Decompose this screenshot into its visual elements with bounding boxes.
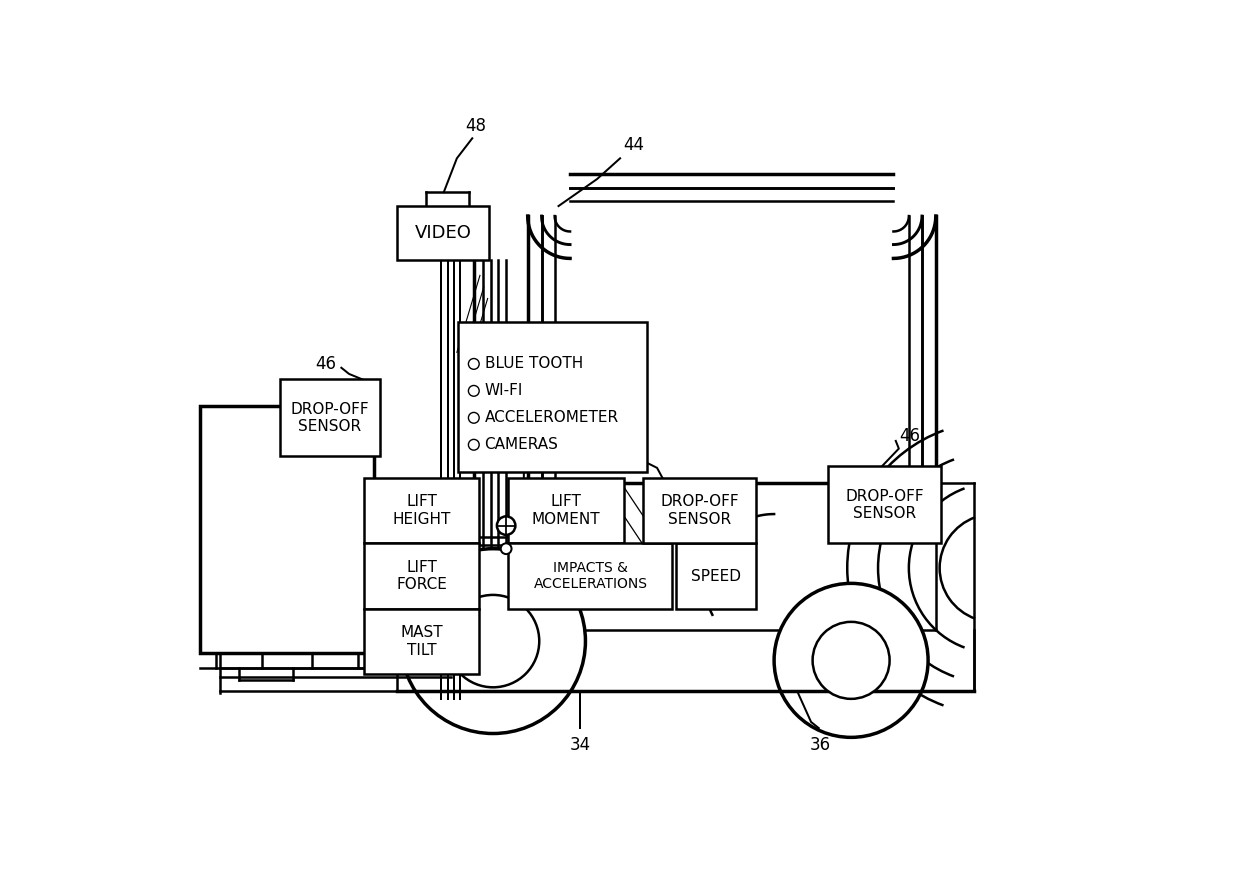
Text: LIFT
FORCE: LIFT FORCE: [396, 560, 446, 592]
Bar: [676, 543, 756, 608]
Text: 48: 48: [465, 117, 486, 135]
Text: 34: 34: [569, 736, 590, 754]
Text: 28: 28: [303, 552, 324, 570]
Text: VIDEO: VIDEO: [414, 224, 471, 242]
Text: LIFT
HEIGHT: LIFT HEIGHT: [392, 494, 450, 527]
Circle shape: [469, 440, 479, 450]
Bar: [201, 406, 373, 653]
Circle shape: [774, 584, 928, 737]
Text: BLUE TOOTH: BLUE TOOTH: [485, 357, 583, 372]
Text: 26: 26: [492, 441, 513, 458]
Text: DROP-OFF
SENSOR: DROP-OFF SENSOR: [661, 494, 739, 527]
Text: 46: 46: [605, 442, 626, 460]
Bar: [644, 478, 756, 543]
Circle shape: [469, 412, 479, 423]
Bar: [363, 543, 479, 608]
Text: TABLET: TABLET: [467, 338, 529, 357]
Text: 46: 46: [899, 426, 920, 444]
Text: 32: 32: [303, 617, 324, 636]
Text: IMPACTS &
ACCELERATIONS: IMPACTS & ACCELERATIONS: [533, 561, 647, 591]
Circle shape: [401, 548, 585, 734]
Bar: [280, 380, 379, 457]
Text: WI-FI: WI-FI: [485, 383, 523, 398]
Bar: [363, 608, 479, 675]
Text: DROP-OFF
SENSOR: DROP-OFF SENSOR: [290, 402, 370, 434]
Circle shape: [469, 386, 479, 396]
Text: 30: 30: [303, 487, 324, 504]
Circle shape: [469, 358, 479, 369]
Text: ACCELEROMETER: ACCELEROMETER: [485, 411, 619, 426]
Circle shape: [446, 595, 539, 687]
Bar: [828, 466, 941, 543]
Text: SPEED: SPEED: [691, 569, 742, 584]
Text: CAMERAS: CAMERAS: [485, 437, 558, 452]
Bar: [397, 206, 490, 260]
Text: MAST
TILT: MAST TILT: [401, 625, 443, 658]
Text: 46: 46: [316, 355, 337, 373]
Bar: [459, 321, 647, 472]
Text: DROP-OFF
SENSOR: DROP-OFF SENSOR: [846, 488, 924, 521]
Text: 36: 36: [810, 736, 831, 754]
Bar: [363, 478, 479, 543]
Bar: [508, 478, 624, 543]
Circle shape: [501, 543, 512, 555]
Circle shape: [497, 517, 516, 535]
Text: 44: 44: [624, 136, 645, 154]
Bar: [508, 543, 672, 608]
Text: LIFT
MOMENT: LIFT MOMENT: [532, 494, 600, 527]
Circle shape: [812, 622, 889, 698]
